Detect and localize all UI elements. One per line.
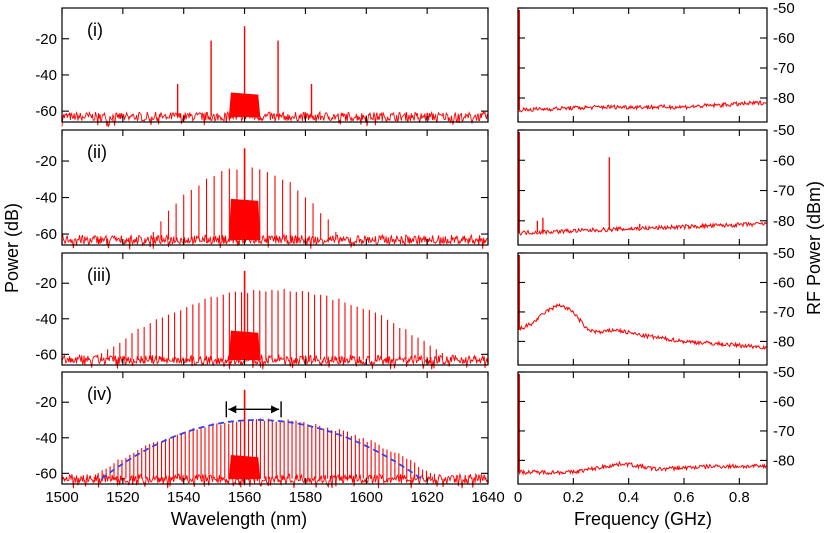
rf-y-tick-label: -70 bbox=[773, 423, 795, 440]
optical-y-tick-label: -60 bbox=[35, 346, 57, 363]
rf-panel-3 bbox=[519, 255, 766, 349]
rf-panel-1 bbox=[519, 10, 766, 112]
rf-y-tick-label: -60 bbox=[773, 152, 795, 169]
panel-label: (iv) bbox=[87, 384, 112, 404]
rf-y-tick-label: -70 bbox=[773, 183, 795, 200]
rf-panel-frame bbox=[518, 253, 767, 365]
panel-label: (ii) bbox=[87, 142, 107, 162]
rf-y-tick-label: -60 bbox=[773, 30, 795, 47]
optical-y-tick-label: -40 bbox=[35, 67, 57, 84]
optical-spectra: (i) (ii) (iii) (iv) bbox=[62, 20, 488, 488]
rf-y-tick-label: -80 bbox=[773, 90, 795, 107]
optical-y-tick-label: -60 bbox=[35, 226, 57, 243]
rf-y-tick-label: -70 bbox=[773, 304, 795, 321]
optical-x-axis-label: Wavelength (nm) bbox=[171, 509, 307, 529]
rf-trace bbox=[519, 101, 766, 112]
optical-y-tick-label: -40 bbox=[35, 190, 57, 207]
optical-y-tick-label: -60 bbox=[35, 103, 57, 120]
optical-panel-1: (i) bbox=[62, 20, 488, 127]
rf-x-tick-label: 0.6 bbox=[674, 489, 695, 506]
optical-x-tick-label: 1500 bbox=[45, 489, 78, 506]
rf-y-tick-label: -80 bbox=[773, 452, 795, 469]
panel-label: (iii) bbox=[87, 265, 111, 285]
optical-y-tick-label: -40 bbox=[35, 311, 57, 328]
optical-panel-4: (iv) bbox=[62, 384, 488, 488]
optical-y-tick-label: -20 bbox=[35, 275, 57, 292]
arrow-head-right bbox=[271, 405, 279, 413]
optical-y-tick-label: -20 bbox=[35, 153, 57, 170]
rf-trace bbox=[519, 222, 766, 235]
optical-y-tick-label: -20 bbox=[35, 394, 57, 411]
optical-noise-floor bbox=[62, 112, 488, 126]
rf-panel-frame bbox=[518, 372, 767, 484]
rf-y-tick-label: -80 bbox=[773, 333, 795, 350]
optical-x-tick-label: 1620 bbox=[410, 489, 443, 506]
rf-y-tick-label: -50 bbox=[773, 0, 795, 17]
figure: (i)(ii)(iii)(iv) -20-40-60-50-60-70-80-2… bbox=[0, 0, 831, 533]
optical-y-tick-label: -40 bbox=[35, 430, 57, 447]
optical-panel-2: (ii) bbox=[62, 142, 488, 250]
rf-trace bbox=[519, 462, 766, 474]
rf-x-axis-label: Frequency (GHz) bbox=[574, 509, 712, 529]
optical-y-tick-label: -20 bbox=[35, 31, 57, 48]
rf-y-tick-label: -50 bbox=[773, 364, 795, 381]
rf-y-tick-label: -50 bbox=[773, 245, 795, 262]
rf-x-tick-label: 0.8 bbox=[729, 489, 750, 506]
panel-label: (i) bbox=[87, 20, 103, 40]
rf-panel-frame bbox=[518, 8, 767, 122]
optical-panel-3: (iii) bbox=[62, 265, 488, 369]
axes: -20 -40 -60 -50 -60 -70 -80 -20 -40 -60 -50 -60 -70 -… bbox=[35, 0, 794, 506]
rf-y-axis-label: RF Power (dBm) bbox=[804, 181, 824, 315]
optical-x-tick-label: 1640 bbox=[471, 489, 504, 506]
optical-y-axis-label: Power (dB) bbox=[2, 203, 22, 293]
rf-spectra bbox=[519, 10, 766, 474]
rf-panel-2 bbox=[519, 132, 766, 235]
optical-x-tick-label: 1580 bbox=[289, 489, 322, 506]
optical-x-tick-label: 1560 bbox=[228, 489, 261, 506]
rf-y-tick-label: -60 bbox=[773, 393, 795, 410]
optical-x-tick-label: 1520 bbox=[106, 489, 139, 506]
rf-panel-4 bbox=[519, 374, 766, 474]
optical-y-tick-label: -60 bbox=[35, 465, 57, 482]
rf-y-tick-label: -50 bbox=[773, 122, 795, 139]
rf-y-tick-label: -70 bbox=[773, 60, 795, 77]
arrow-head-left bbox=[228, 405, 236, 413]
optical-panel-frame bbox=[62, 8, 488, 122]
rf-x-tick-label: 0 bbox=[514, 489, 522, 506]
optical-x-tick-label: 1540 bbox=[167, 489, 200, 506]
optical-x-tick-label: 1600 bbox=[350, 489, 383, 506]
rf-y-tick-label: -80 bbox=[773, 213, 795, 230]
rf-x-tick-label: 0.2 bbox=[563, 489, 584, 506]
rf-trace bbox=[519, 304, 766, 349]
rf-y-tick-label: -60 bbox=[773, 274, 795, 291]
rf-x-tick-label: 0.4 bbox=[618, 489, 639, 506]
